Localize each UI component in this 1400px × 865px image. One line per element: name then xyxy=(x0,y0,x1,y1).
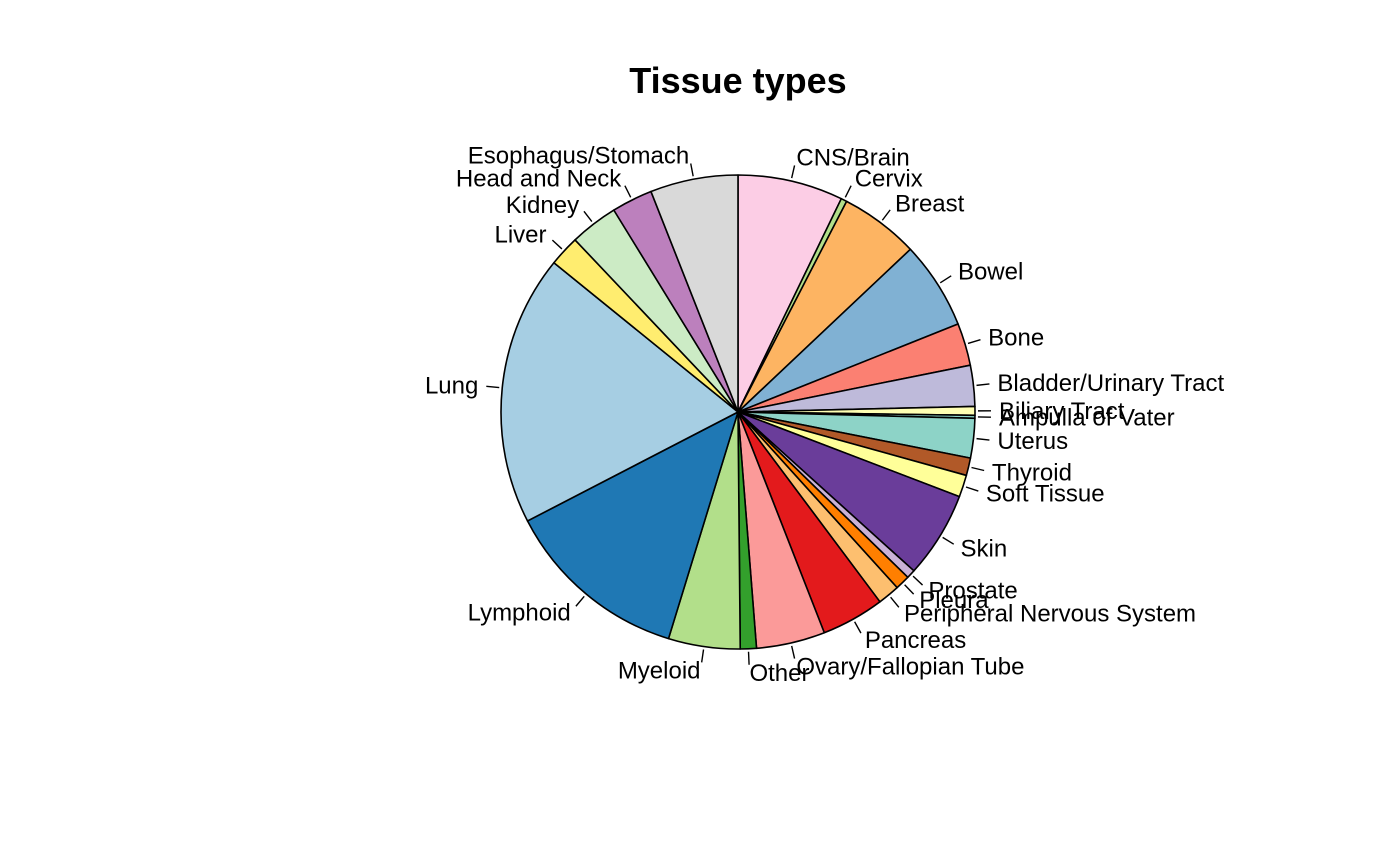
pie-slice-cns-brain xyxy=(737,174,843,413)
label-tick-esophagus-stomach xyxy=(690,163,694,177)
slice-label-esophagus-stomach: Esophagus/Stomach xyxy=(468,143,689,170)
slice-label-head-and-neck: Head and Neck xyxy=(456,166,622,193)
slice-label-pleura: Pleura xyxy=(919,587,989,614)
label-tick-prostate xyxy=(912,575,924,586)
label-tick-lung xyxy=(486,385,500,389)
label-ticks xyxy=(486,163,992,665)
slice-label-myeloid: Myeloid xyxy=(618,657,701,684)
label-tick-breast xyxy=(881,209,891,221)
label-tick-head-and-neck xyxy=(624,185,632,198)
label-tick-pleura xyxy=(904,584,915,595)
pie-slice-lung xyxy=(500,261,739,522)
label-tick-pancreas xyxy=(854,621,862,634)
slice-label-kidney: Kidney xyxy=(506,192,579,219)
label-tick-kidney xyxy=(583,210,593,223)
slice-label-breast: Breast xyxy=(895,190,965,217)
slice-label-cervix: Cervix xyxy=(855,166,923,193)
label-tick-myeloid xyxy=(700,649,705,663)
slice-label-biliary-tract: Biliary Tract xyxy=(999,398,1125,425)
label-tick-bladder-urinary-tract xyxy=(976,383,990,387)
slice-label-lymphoid: Lymphoid xyxy=(468,599,571,626)
label-tick-bowel xyxy=(939,275,952,284)
label-tick-liver xyxy=(551,239,563,250)
slice-label-cns-brain: CNS/Brain xyxy=(796,145,909,172)
slice-label-skin: Skin xyxy=(961,535,1008,562)
slice-label-liver: Liver xyxy=(494,222,546,249)
slice-label-uterus: Uterus xyxy=(997,428,1068,455)
pie-slice-lymphoid xyxy=(526,411,739,640)
label-tick-skin xyxy=(942,536,955,545)
slice-label-pancreas: Pancreas xyxy=(865,627,966,654)
slice-label-prostate: Prostate xyxy=(928,578,1017,605)
label-tick-thyroid xyxy=(971,466,985,472)
pie-slices xyxy=(500,174,976,650)
slice-label-ampulla-of-vater: Ampulla of Vater xyxy=(999,404,1175,431)
slice-label-thyroid: Thyroid xyxy=(992,459,1072,486)
label-tick-other xyxy=(747,651,750,665)
label-tick-cervix xyxy=(844,185,852,198)
slice-label-lung: Lung xyxy=(425,372,478,399)
label-tick-bone xyxy=(967,339,981,345)
label-tick-ovary-fallopian-tube xyxy=(790,645,796,659)
label-tick-cns-brain xyxy=(790,165,796,179)
slice-label-soft-tissue: Soft Tissue xyxy=(986,481,1105,508)
slice-label-other: Other xyxy=(749,660,809,687)
slice-label-ovary-fallopian-tube: Ovary/Fallopian Tube xyxy=(796,653,1024,680)
pie-slice-esophagus-stomach xyxy=(650,174,739,413)
slice-label-peripheral-nervous-system: Peripheral Nervous System xyxy=(904,600,1196,627)
label-tick-peripheral-nervous-system xyxy=(890,596,900,608)
slice-label-bladder-urinary-tract: Bladder/Urinary Tract xyxy=(997,370,1224,397)
slice-label-bone: Bone xyxy=(988,324,1044,351)
label-tick-uterus xyxy=(976,437,990,441)
label-tick-soft-tissue xyxy=(965,486,979,492)
slice-label-bowel: Bowel xyxy=(958,258,1023,285)
chart-title: Tissue types xyxy=(629,60,846,101)
label-tick-lymphoid xyxy=(575,595,585,607)
